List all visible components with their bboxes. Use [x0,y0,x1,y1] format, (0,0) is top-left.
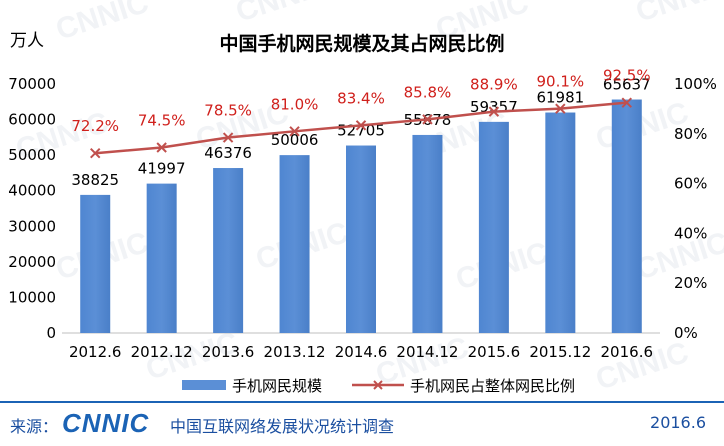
y2-tick-label: 80% [674,125,707,143]
y2-tick-label: 20% [674,274,707,292]
x-tick-label: 2016.6 [601,343,654,361]
line-point [156,142,167,153]
footer-divider [0,401,724,403]
chart-title: 中国手机网民规模及其占网民比例 [219,32,504,55]
line-value-label: 81.0% [271,95,319,113]
line-point [222,132,234,143]
bar [213,168,244,333]
bar-value-label: 50006 [271,131,319,149]
bar [478,121,509,333]
line-point [90,148,101,159]
line-series: 72.2% 74.5% 78.5% 81.0% 83.4% 85.8% 88.9% 90.1%… [71,67,651,159]
x-tick-label: 2014.12 [396,343,458,361]
x-tick-label: 2012.12 [131,343,193,361]
line-point [289,126,300,137]
watermark-text: CNNIC [232,0,333,29]
line-value-label: 85.8% [404,83,452,101]
bar [412,134,443,333]
y-tick-label: 0 [46,324,56,342]
report-date: 2016.6 [650,413,706,432]
legend-line-label: 手机网民占整体网民比例 [410,377,575,395]
x-tick-label: 2015.12 [529,343,591,361]
bar [346,145,376,333]
legend: 手机网民规模 手机网民占整体网民比例 [182,377,575,395]
bar [611,99,642,334]
bar [545,112,576,334]
y-axis-unit-label: 万人 [10,31,44,51]
line-value-label: 72.2% [71,117,119,135]
bar [279,155,310,333]
bar [80,194,111,333]
line-point [621,97,632,108]
line-value-label: 90.1% [537,73,585,91]
watermark-text: CNNIC [632,0,724,29]
line-value-label: 78.5% [204,102,252,120]
axes: 0 10000 20000 30000 40000 50000 60000 70000 0% 20… [8,75,717,361]
y2-tick-label: 100% [674,75,717,93]
bar-value-label: 61981 [536,89,584,107]
line-point [422,114,433,125]
x-tick-label: 2014.6 [335,343,388,361]
y2-tick-label: 60% [674,175,707,193]
y-tick-label: 70000 [8,75,56,93]
line-value-label: 92.5% [603,67,651,85]
legend-line-marker [373,380,383,390]
y-tick-label: 20000 [8,253,56,271]
y-tick-label: 50000 [8,146,56,164]
line-value-label: 83.4% [337,89,385,107]
bar-value-label: 65637 [603,76,651,94]
bar-series: 3882541997463765000652705556785935761981… [71,76,651,334]
line-point [488,106,500,117]
x-tick-label: 2013.12 [264,343,326,361]
y2-tick-label: 40% [674,224,707,242]
source-label: 来源： [10,417,59,436]
line-value-label: 88.9% [470,76,518,94]
legend-bar-swatch [182,380,226,390]
legend-bar-label: 手机网民规模 [232,377,322,395]
line-value-label: 74.5% [138,111,186,129]
bar-value-label: 46376 [204,144,252,162]
x-tick-label: 2015.6 [468,343,521,361]
cnnic-logo: CNNIC [62,408,150,438]
y-tick-label: 10000 [8,288,56,306]
y-tick-label: 60000 [8,111,56,129]
y-tick-label: 30000 [8,217,56,235]
bar-value-label: 41997 [138,160,186,178]
source-text: 中国互联网络发展状况统计调查 [170,417,395,436]
x-tick-label: 2013.6 [202,343,255,361]
y2-tick-label: 0% [674,324,698,342]
watermark-text: CNNIC [52,0,153,47]
line-point [355,120,367,131]
bar [146,183,177,333]
y-tick-label: 40000 [8,182,56,200]
x-tick-label: 2012.6 [69,343,122,361]
bar-value-label: 38825 [71,171,119,189]
line-point [555,103,566,114]
footer: 来源： CNNIC 中国互联网络发展状况统计调查 2016.6 [0,404,724,446]
